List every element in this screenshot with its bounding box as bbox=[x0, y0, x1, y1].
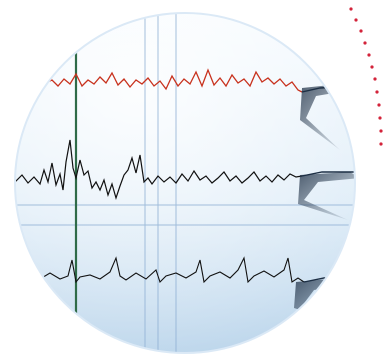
bottom-trace bbox=[15, 256, 305, 284]
middle-trace bbox=[15, 139, 303, 201]
red-trace bbox=[44, 68, 303, 93]
dotted-arc-decoration bbox=[349, 7, 383, 146]
circle-frame bbox=[14, 12, 356, 354]
